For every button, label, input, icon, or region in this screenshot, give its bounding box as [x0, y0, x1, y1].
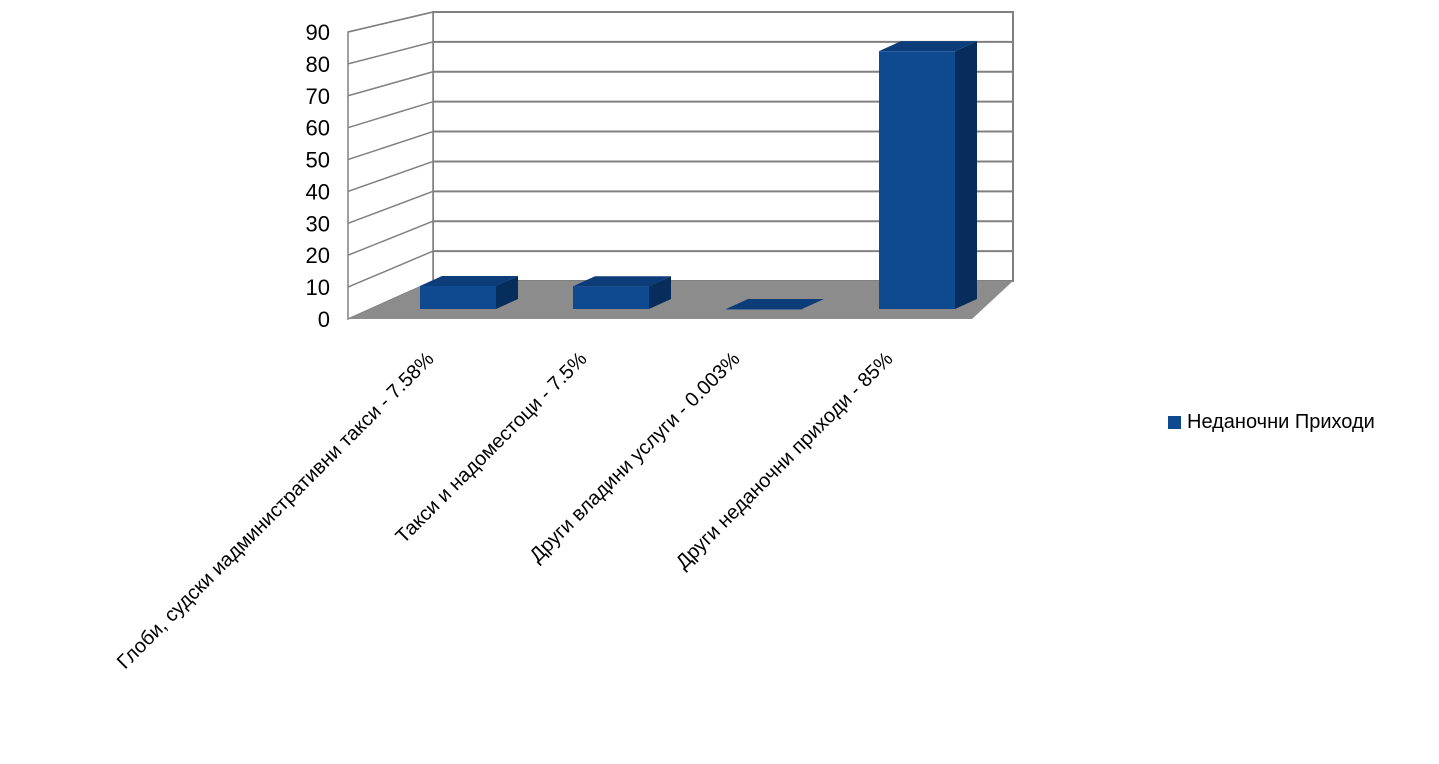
y-tick-label: 0: [318, 307, 330, 332]
gridline-side: [347, 160, 434, 193]
x-tick-label: Глоби, судски иадминистративни такси - 7…: [113, 348, 439, 674]
y-tick-label: 40: [306, 179, 330, 204]
y-tick-label: 80: [306, 52, 330, 77]
y-tick-label: 60: [306, 116, 330, 141]
legend: Неданочни Приходи: [1168, 411, 1375, 434]
y-tick-label: 70: [306, 84, 330, 109]
gridline-side: [347, 220, 434, 256]
bar-side: [802, 298, 824, 309]
bar: [726, 308, 802, 310]
bar-side: [496, 276, 518, 309]
y-tick-label: 90: [306, 20, 330, 45]
gridline-side: [347, 190, 434, 225]
y-tick-label: 30: [306, 211, 330, 236]
legend-label: Неданочни Приходи: [1187, 411, 1375, 433]
y-tick-label: 10: [306, 275, 330, 300]
y-tick-label: 50: [306, 148, 330, 173]
bar: [573, 286, 649, 309]
bars: [420, 41, 977, 310]
bar: [420, 286, 496, 309]
bar-top: [726, 298, 824, 309]
gridline-side: [347, 71, 434, 97]
gridline-side: [347, 41, 434, 65]
bar-side: [649, 276, 671, 309]
gridline-side: [347, 11, 434, 33]
gridline-side: [347, 250, 434, 288]
bar-top: [879, 41, 977, 52]
gridline-side: [347, 130, 434, 161]
bar-top: [420, 276, 518, 287]
legend-swatch: [1168, 416, 1181, 429]
bar-side: [955, 41, 977, 310]
y-tick-label: 20: [306, 243, 330, 268]
bar-top: [573, 276, 671, 287]
bar: [879, 51, 955, 310]
y-axis-ticks: 0 10 20 30 40 50 60 70 80 90: [306, 20, 330, 332]
gridline-side: [347, 100, 434, 129]
x-axis-labels: Глоби, судски иадминистративни такси - 7…: [113, 348, 898, 674]
